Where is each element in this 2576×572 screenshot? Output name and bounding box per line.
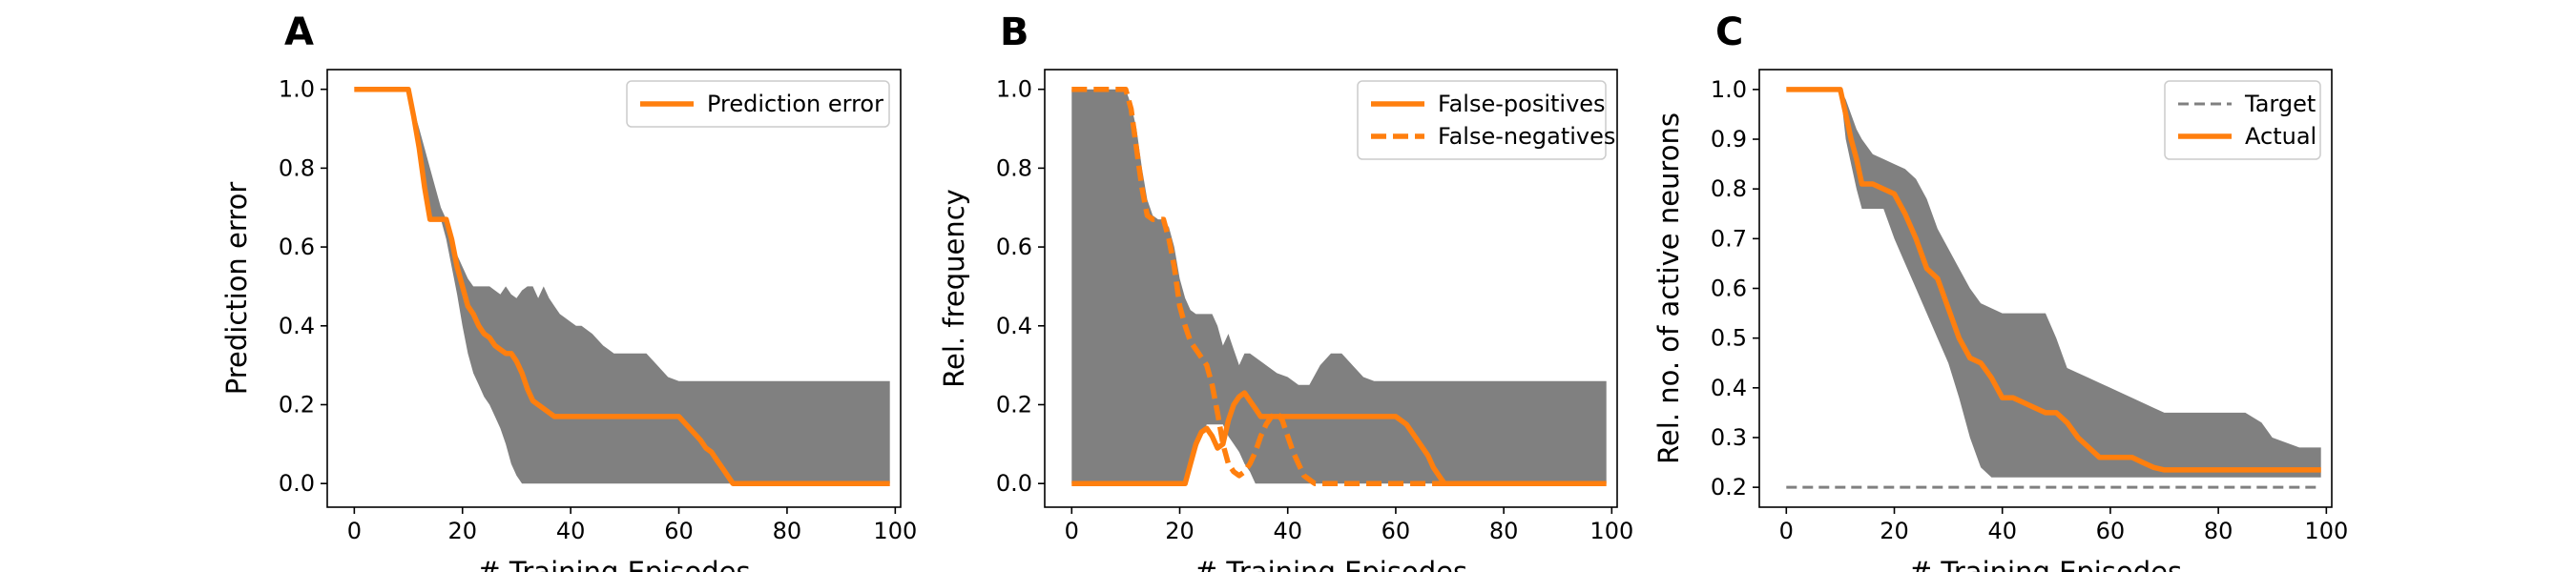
legend-label: False-negatives — [1438, 123, 1615, 150]
legend-label: Prediction error — [707, 91, 883, 117]
x-tick-label: 40 — [556, 518, 586, 544]
x-tick-label: 0 — [1779, 518, 1794, 544]
x-tick-label: 80 — [773, 518, 802, 544]
y-tick-label: 0.8 — [1711, 175, 1747, 202]
series-line-prediction-error — [354, 86, 890, 486]
panel-b: B 0 20 40 60 80 100 0.0 0.2 0.4 0.6 0.8 1.0 # Trainin… — [938, 10, 1633, 572]
x-tick-label: 40 — [1987, 518, 2017, 544]
panel-letter: C — [1715, 10, 1743, 54]
series-line-false-positives — [1071, 390, 1607, 486]
x-axis-label: # Training Episodes — [477, 556, 750, 572]
confidence-band — [1071, 89, 1607, 484]
x-tick-label: 60 — [664, 518, 694, 544]
panel-c: C 0 20 40 60 80 100 0.2 0.3 0.4 0.5 0.6 0.7 0.8 0.9 1.0… — [1652, 10, 2348, 572]
y-tick-label: 1.0 — [1711, 76, 1747, 103]
y-tick-label: 0.2 — [279, 391, 315, 418]
y-tick-label: 0.4 — [1711, 375, 1747, 401]
y-tick-label: 0.4 — [996, 313, 1032, 339]
y-tick-label: 0.4 — [279, 313, 315, 339]
y-tick-label: 0.9 — [1711, 126, 1747, 153]
plot-frame — [326, 69, 902, 508]
confidence-band — [1786, 89, 2321, 478]
legend-box — [626, 80, 890, 128]
confidence-band — [354, 89, 890, 484]
y-axis-label: Prediction error — [220, 182, 253, 396]
legend: Target Actual — [2164, 80, 2321, 160]
y-tick-label: 0.7 — [1711, 225, 1747, 252]
x-tick-label: 80 — [2204, 518, 2233, 544]
y-axis-label: Rel. no. of active neurons — [1652, 112, 1685, 464]
legend-box — [2164, 80, 2321, 160]
x-tick-label: 100 — [2304, 518, 2348, 544]
y-tick-label: 0.6 — [279, 234, 315, 260]
y-axis-label: Rel. frequency — [938, 189, 970, 388]
legend: False-positives False-negatives — [1357, 80, 1615, 160]
legend-box — [1357, 80, 1607, 160]
panel-letter: B — [1000, 10, 1029, 54]
x-tick-label: 20 — [447, 518, 477, 544]
plot-frame — [1044, 69, 1618, 508]
y-tick-label: 0.0 — [996, 470, 1032, 497]
legend-label: False-positives — [1438, 91, 1606, 117]
y-tick-label: 1.0 — [996, 76, 1032, 103]
x-tick-label: 0 — [347, 518, 362, 544]
y-tick-label: 0.2 — [996, 391, 1032, 418]
panel-letter: A — [284, 10, 314, 54]
x-tick-label: 60 — [2096, 518, 2126, 544]
x-tick-label: 60 — [1381, 518, 1411, 544]
y-tick-label: 0.8 — [996, 154, 1032, 181]
y-tick-label: 0.2 — [1711, 474, 1747, 500]
x-tick-label: 80 — [1489, 518, 1519, 544]
legend-label: Actual — [2245, 123, 2316, 150]
y-tick-label: 0.5 — [1711, 325, 1747, 352]
y-tick-label: 0.0 — [279, 470, 315, 497]
x-tick-label: 100 — [873, 518, 917, 544]
y-tick-label: 0.6 — [1711, 276, 1747, 302]
panel-a: A 0 20 40 60 80 100 0.0 0.2 0.4 0.6 0.8 1.0 # Trainin… — [220, 10, 917, 572]
x-tick-label: 20 — [1880, 518, 1909, 544]
legend: Prediction error — [626, 80, 890, 128]
series-line-false-negatives — [1071, 86, 1450, 486]
y-tick-label: 1.0 — [279, 76, 315, 103]
x-tick-label: 0 — [1065, 518, 1079, 544]
x-axis-label: # Training Episodes — [1909, 556, 2182, 572]
x-tick-label: 100 — [1589, 518, 1633, 544]
y-tick-label: 0.6 — [996, 234, 1032, 260]
x-tick-label: 20 — [1165, 518, 1195, 544]
x-axis-label: # Training Episodes — [1195, 556, 1467, 572]
legend-label: Target — [2244, 91, 2316, 117]
x-tick-label: 40 — [1273, 518, 1302, 544]
series-line-actual — [1786, 87, 2321, 473]
y-tick-label: 0.3 — [1711, 424, 1747, 451]
y-tick-label: 0.8 — [279, 154, 315, 181]
